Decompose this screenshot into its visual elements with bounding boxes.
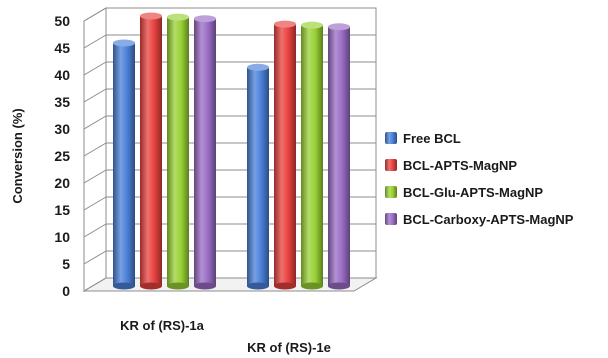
y-tick-label: 5 xyxy=(62,256,70,272)
legend-label: Free BCL xyxy=(403,131,461,146)
bar xyxy=(140,12,162,290)
gridline xyxy=(83,196,107,211)
bar xyxy=(167,13,189,290)
legend: Free BCL BCL-APTS-MagNP BCL-Glu-APTS-MagNP… xyxy=(385,131,574,227)
gridline xyxy=(83,169,107,184)
y-tick-label: 15 xyxy=(54,202,70,218)
bar xyxy=(301,21,323,290)
legend-label: BCL-Carboxy-APTS-MagNP xyxy=(403,212,574,227)
gridline xyxy=(83,7,107,22)
bars xyxy=(113,12,350,290)
bar xyxy=(274,20,296,290)
legend-swatch xyxy=(385,159,397,171)
y-tick-label: 30 xyxy=(54,121,70,137)
category-label: KR of (RS)-1e xyxy=(247,340,331,355)
y-tick-label: 35 xyxy=(54,94,70,110)
gridline xyxy=(83,142,107,157)
legend-item: BCL-Glu-APTS-MagNP xyxy=(385,185,543,200)
category-labels: KR of (RS)-1a KR of (RS)-1e xyxy=(120,318,331,355)
gridline xyxy=(83,88,107,103)
y-tick-label: 50 xyxy=(54,13,70,29)
gridline xyxy=(83,250,107,265)
gridline xyxy=(83,223,107,238)
gridline xyxy=(83,34,107,49)
y-tick-labels: 0 5 10 15 20 25 30 35 40 45 50 xyxy=(54,13,70,299)
legend-item: Free BCL xyxy=(385,131,461,146)
bar xyxy=(328,23,350,290)
bar xyxy=(194,15,216,290)
category-label: KR of (RS)-1a xyxy=(120,318,205,333)
bar xyxy=(247,63,269,290)
gridline xyxy=(83,61,107,76)
legend-label: BCL-Glu-APTS-MagNP xyxy=(403,185,543,200)
gridline xyxy=(83,277,107,292)
legend-item: BCL-APTS-MagNP xyxy=(385,158,517,173)
legend-item: BCL-Carboxy-APTS-MagNP xyxy=(385,212,574,227)
bar xyxy=(113,39,135,290)
legend-swatch xyxy=(385,132,397,144)
legend-label: BCL-APTS-MagNP xyxy=(403,158,517,173)
legend-swatch xyxy=(385,213,397,225)
y-axis-title: Conversion (%) xyxy=(10,108,25,203)
y-tick-label: 10 xyxy=(54,229,70,245)
y-tick-label: 20 xyxy=(54,175,70,191)
legend-swatch xyxy=(385,186,397,198)
y-tick-label: 25 xyxy=(54,148,70,164)
y-tick-label: 45 xyxy=(54,40,70,56)
y-tick-label: 40 xyxy=(54,67,70,83)
y-tick-label: 0 xyxy=(62,283,70,299)
gridline xyxy=(83,115,107,130)
